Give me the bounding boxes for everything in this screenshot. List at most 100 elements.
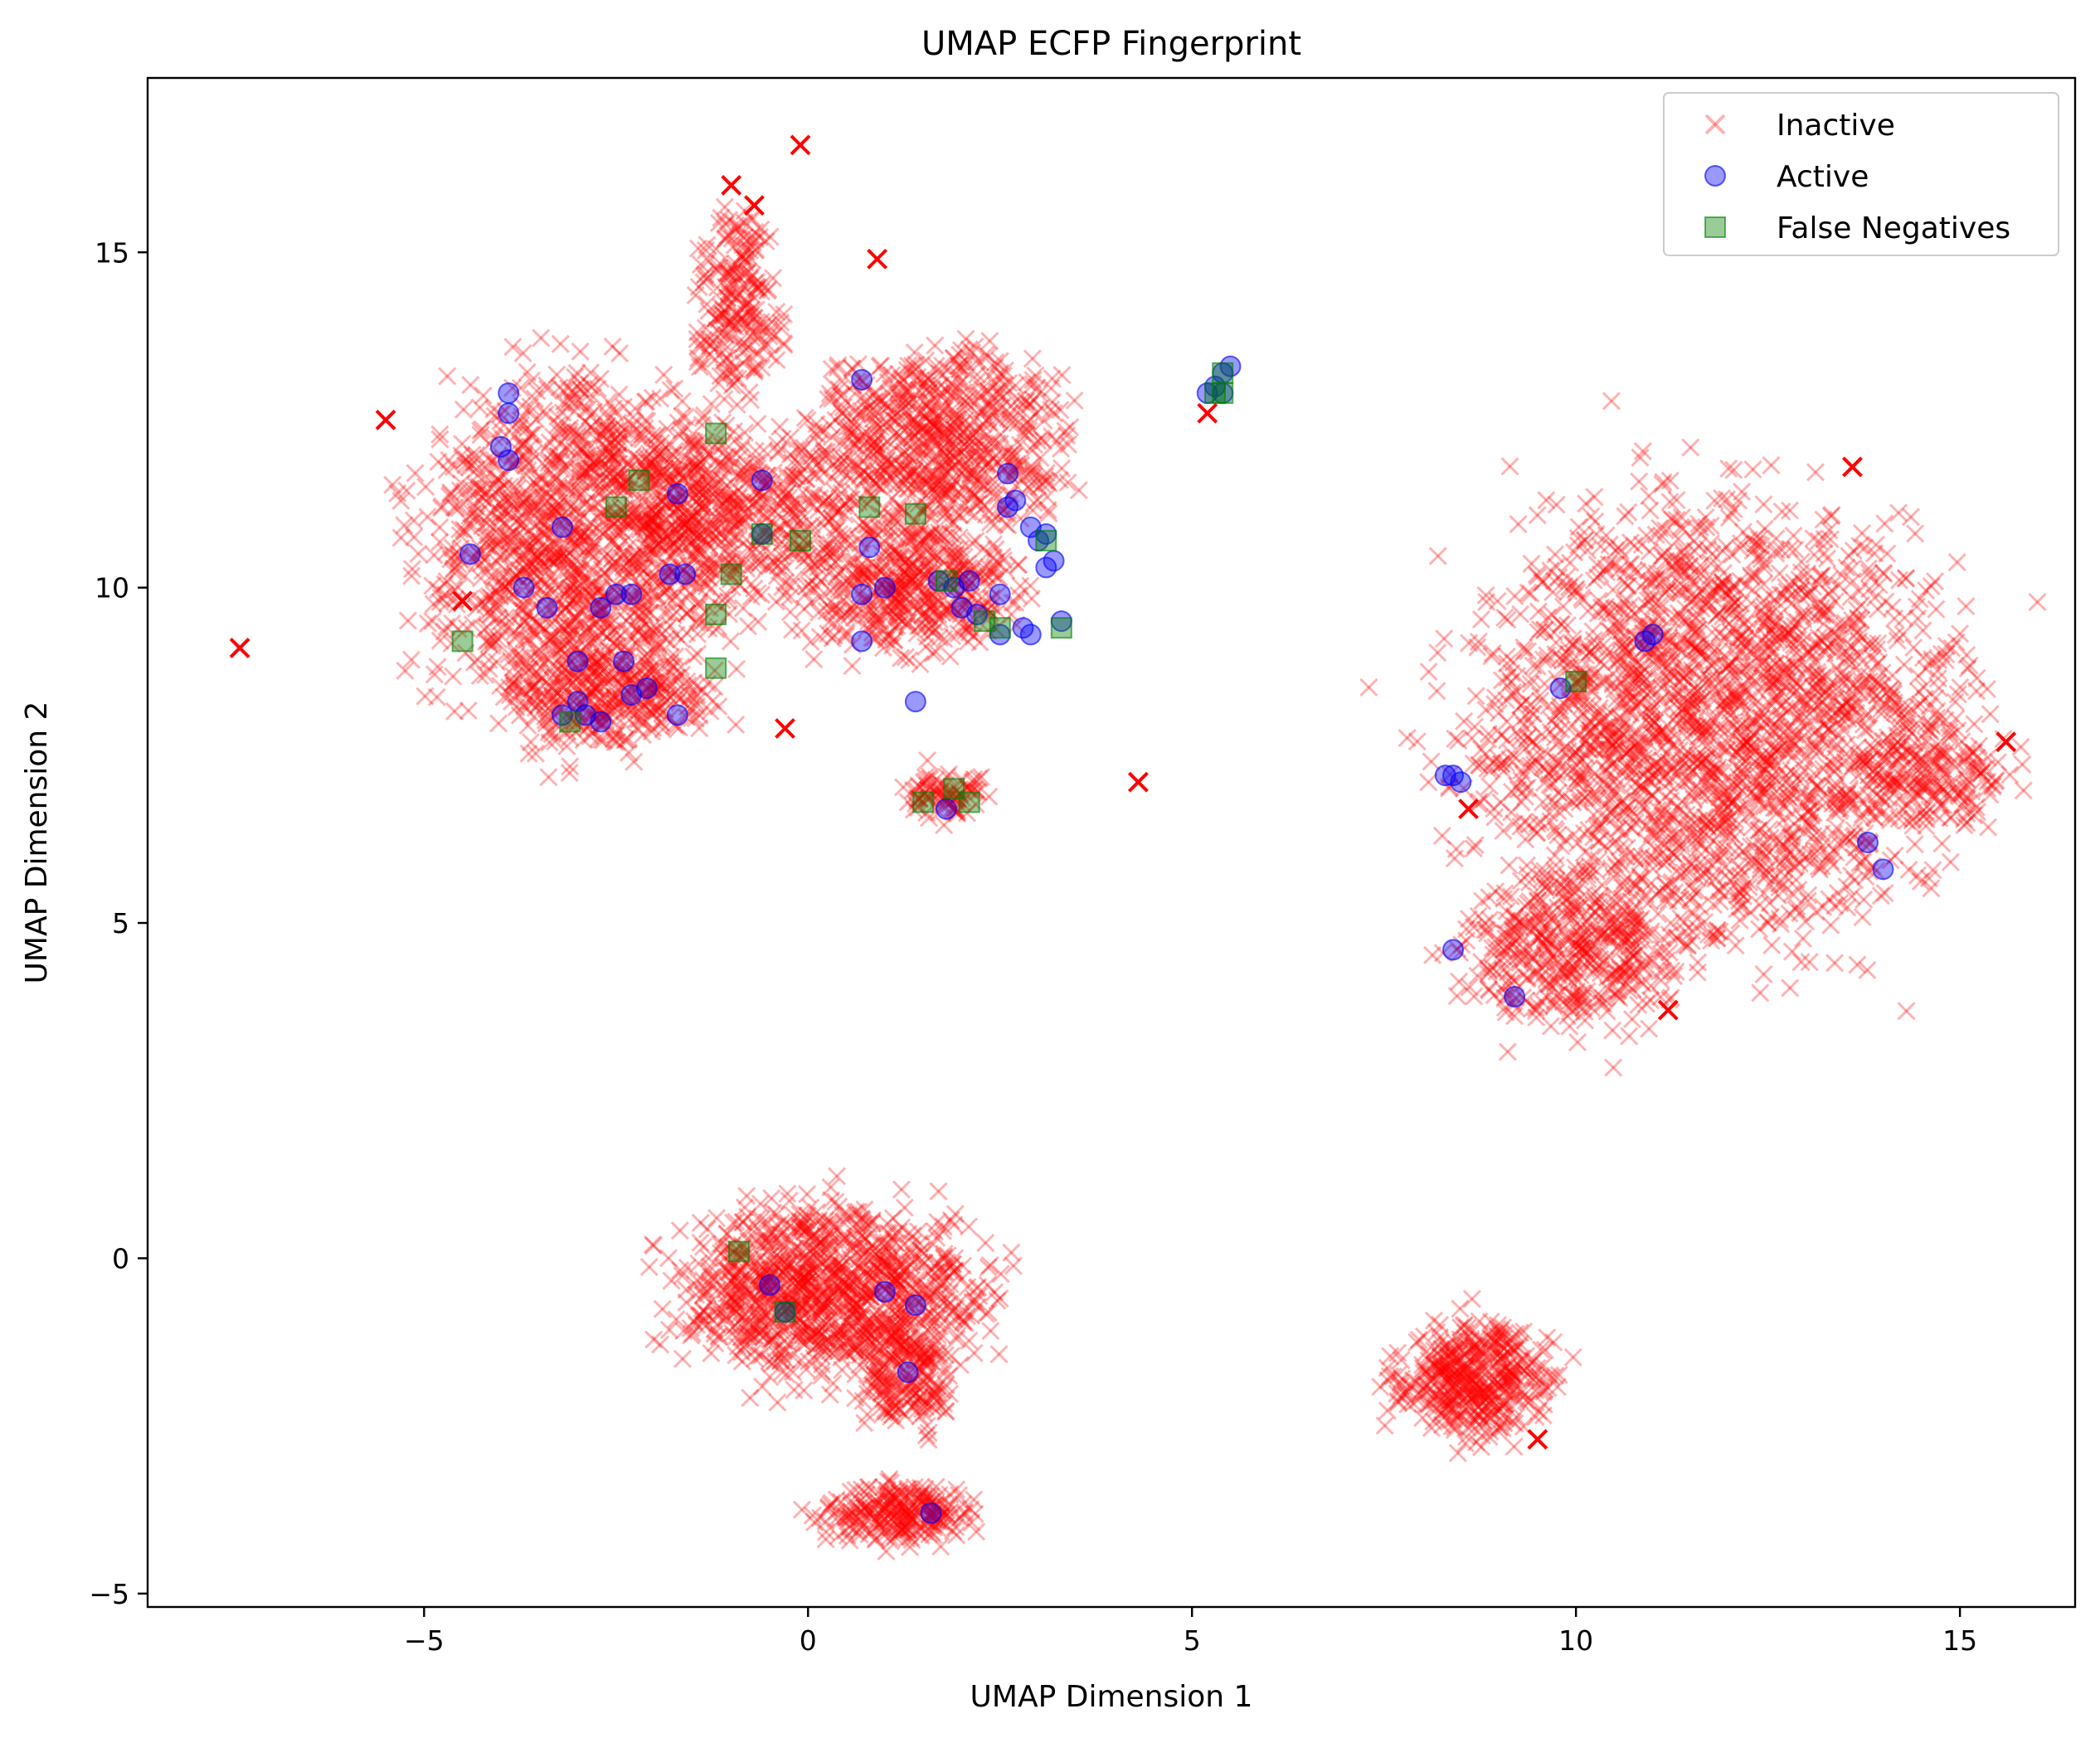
- inactive-point: [558, 420, 577, 439]
- inactive-point: [602, 642, 621, 661]
- inactive-point: [571, 554, 590, 573]
- inactive-point: [633, 710, 652, 729]
- inactive-point: [490, 420, 509, 439]
- inactive-point: [635, 392, 654, 411]
- inactive-point: [596, 431, 615, 450]
- inactive-point: [661, 381, 680, 400]
- inactive-point: [505, 454, 524, 473]
- inactive-point: [576, 670, 595, 689]
- inactive-point: [543, 671, 562, 690]
- inactive-point: [625, 399, 644, 418]
- inactive-point: [596, 438, 615, 457]
- inactive-point: [591, 657, 610, 676]
- inactive-point: [489, 519, 508, 538]
- inactive-point: [566, 527, 585, 546]
- inactive-point: [600, 471, 619, 490]
- inactive-point: [581, 406, 600, 425]
- inactive-point: [588, 581, 607, 600]
- inactive-point: [677, 604, 696, 623]
- inactive-point: [517, 546, 536, 566]
- inactive-point: [540, 662, 559, 682]
- inactive-point: [425, 546, 444, 565]
- inactive-point: [729, 530, 748, 549]
- inactive-point: [560, 390, 579, 409]
- inactive-point: [480, 605, 499, 624]
- inactive-point: [634, 596, 654, 615]
- inactive-point: [607, 470, 626, 489]
- inactive-point: [686, 571, 705, 590]
- inactive-point: [643, 514, 662, 533]
- inactive-point: [456, 450, 476, 469]
- inactive-point: [684, 506, 703, 526]
- inactive-point: [663, 522, 682, 541]
- inactive-point: [487, 534, 507, 554]
- inactive-point: [700, 560, 719, 579]
- inactive-point: [540, 576, 560, 595]
- inactive-point: [650, 482, 669, 501]
- inactive-point: [722, 513, 741, 532]
- inactive-point: [563, 619, 582, 638]
- inactive-point: [550, 378, 569, 397]
- inactive-point: [662, 546, 682, 566]
- inactive-point: [554, 636, 574, 655]
- inactive-series: [229, 134, 2047, 1561]
- inactive-point: [588, 493, 607, 512]
- inactive-point: [667, 521, 686, 540]
- inactive-point: [538, 473, 557, 492]
- inactive-point: [398, 611, 417, 630]
- inactive-point: [732, 552, 751, 571]
- inactive-point: [521, 475, 540, 495]
- inactive-point: [561, 525, 581, 544]
- inactive-point: [670, 482, 689, 501]
- inactive-point: [610, 420, 629, 439]
- inactive-point: [484, 597, 503, 617]
- inactive-point: [635, 614, 654, 634]
- inactive-point: [484, 634, 503, 653]
- inactive-point: [584, 665, 604, 684]
- inactive-point: [630, 429, 649, 448]
- inactive-point: [603, 337, 622, 357]
- inactive-point: [601, 464, 620, 483]
- inactive-point: [478, 508, 497, 527]
- inactive-point: [566, 537, 586, 556]
- inactive-point: [535, 556, 554, 575]
- inactive-point: [484, 585, 503, 604]
- inactive-point: [527, 597, 546, 616]
- chart-title: UMAP ECFP Fingerprint: [921, 25, 1301, 63]
- inactive-point: [501, 456, 520, 475]
- inactive-point: [513, 551, 532, 570]
- inactive-point: [585, 536, 604, 555]
- inactive-point: [657, 521, 677, 540]
- inactive-point: [535, 439, 554, 458]
- inactive-point: [507, 626, 526, 645]
- inactive-point: [482, 605, 501, 624]
- inactive-point: [482, 486, 502, 505]
- inactive-point: [672, 629, 691, 649]
- inactive-point: [529, 614, 548, 634]
- inactive-point: [625, 546, 644, 566]
- inactive-point: [668, 668, 688, 687]
- inactive-point: [667, 541, 686, 561]
- inactive-point: [521, 566, 540, 585]
- inactive-point: [485, 595, 504, 614]
- inactive-point: [610, 444, 629, 464]
- inactive-point: [582, 459, 601, 478]
- inactive-point: [460, 514, 479, 533]
- inactive-point: [574, 588, 593, 607]
- inactive-point: [608, 432, 627, 451]
- inactive-point: [557, 478, 576, 497]
- inactive-point: [604, 590, 624, 610]
- inactive-point: [466, 599, 486, 618]
- inactive-point: [681, 686, 700, 705]
- inactive-point: [610, 477, 630, 496]
- inactive-point: [488, 468, 508, 488]
- inactive-point: [554, 392, 574, 411]
- inactive-point: [635, 670, 654, 689]
- inactive-point: [469, 478, 489, 497]
- inactive-point: [498, 491, 518, 510]
- inactive-point: [639, 503, 659, 522]
- inactive-point: [540, 548, 559, 567]
- inactive-point: [489, 630, 508, 649]
- inactive-point: [615, 420, 634, 439]
- inactive-point: [599, 392, 618, 411]
